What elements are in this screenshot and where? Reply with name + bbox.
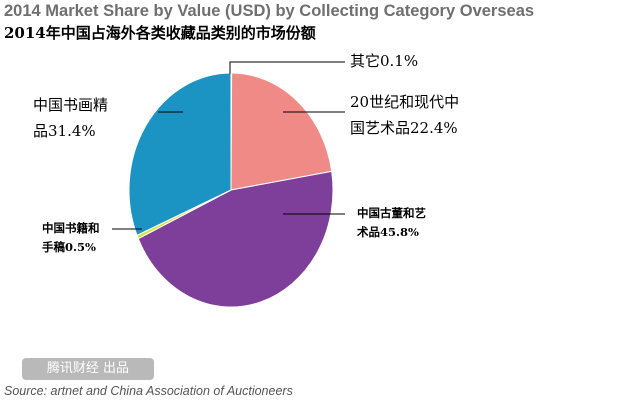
pie-slices	[128, 72, 334, 308]
pie-slice-paintings	[128, 72, 232, 237]
slice-label-paintings-line-2: 品31.4%	[33, 122, 96, 140]
slice-label-books-line-1: 中国书籍和	[42, 221, 100, 235]
slice-label-other: 其它0.1%	[350, 48, 418, 74]
slice-label-other-line-1: 其它0.1%	[350, 52, 419, 70]
slice-label-modern-art-line-2: 国艺术品22.4%	[350, 119, 458, 137]
credit-badge: 腾讯财经 出品	[22, 358, 154, 380]
slice-label-paintings: 中国书画精 品31.4%	[33, 92, 108, 144]
source-note: Source: artnet and China Association of …	[4, 384, 293, 398]
slice-label-books-line-2: 手稿0.5%	[42, 240, 96, 254]
slice-label-books: 中国书籍和 手稿0.5%	[42, 219, 100, 257]
leader-line-other	[229, 61, 345, 74]
slice-label-antiques-line-2: 术品45.8%	[357, 225, 419, 239]
slice-label-paintings-line-1: 中国书画精	[33, 96, 109, 114]
slice-label-antiques-line-1: 中国古董和艺	[357, 206, 426, 220]
pie-slice-modern-art	[230, 72, 333, 191]
slice-label-modern-art: 20世纪和现代中 国艺术品22.4%	[350, 89, 459, 141]
pie-slice-antiques	[137, 170, 334, 308]
leader-lines	[112, 61, 345, 230]
chart-title: 2014 Market Share by Value (USD) by Coll…	[4, 2, 535, 20]
slice-label-modern-art-line-1: 20世纪和现代中	[350, 93, 460, 111]
chart-subtitle: 2014年中国占海外各类收藏品类别的市场份额	[4, 24, 316, 42]
slice-label-antiques: 中国古董和艺 术品45.8%	[357, 204, 426, 242]
